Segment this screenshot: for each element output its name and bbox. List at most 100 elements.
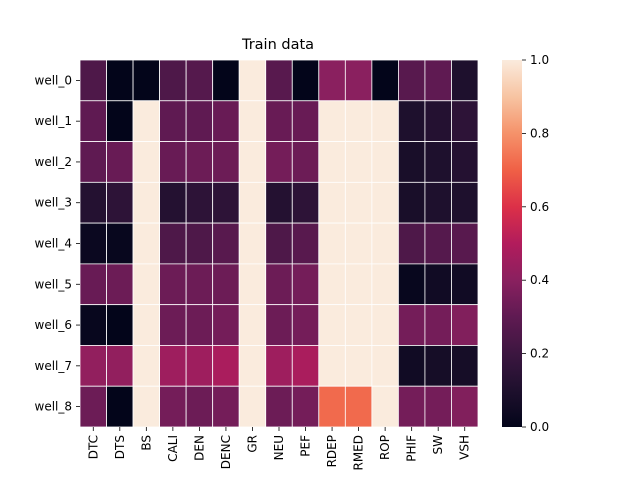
heatmap-cell — [238, 141, 267, 183]
heatmap-cell — [132, 385, 160, 428]
heatmap-cell — [79, 263, 107, 306]
heatmap-cell — [106, 345, 134, 387]
heatmap-cell — [159, 181, 187, 224]
row-label: well_5 — [35, 277, 73, 291]
heatmap-cell — [159, 59, 187, 102]
heatmap-cell — [79, 100, 107, 142]
colorbar: 0.0 0.2 0.4 0.6 0.8 1.0 — [502, 53, 549, 434]
heatmap-cell — [185, 222, 214, 265]
heatmap-cell — [424, 100, 452, 142]
row-label: well_4 — [35, 237, 73, 251]
row-labels: well_0 well_1 well_2 well_3 well_4 well_5well… — [35, 73, 80, 414]
heatmap-cell — [344, 263, 373, 306]
heatmap-cell — [238, 263, 267, 306]
heatmap-cell — [132, 345, 160, 387]
heatmap-cell — [397, 59, 426, 102]
heatmap-cell — [132, 100, 160, 142]
heatmap-cell — [212, 59, 240, 102]
heatmap-cell — [159, 100, 187, 142]
heatmap-cell — [424, 222, 452, 265]
column-labels: DTC DTS BS CALI DEN DENC GR NEU PEF RDEP RMED ROP PH… — [86, 427, 472, 471]
heatmap-cell — [451, 345, 479, 387]
heatmap-cell — [265, 181, 293, 224]
heatmap-cell — [185, 304, 214, 346]
heatmap-cell — [238, 385, 267, 428]
heatmap-cell — [79, 345, 107, 387]
column-label: RDEP — [325, 435, 339, 467]
heatmap-cell — [132, 263, 160, 306]
row-label: well_1 — [35, 114, 73, 128]
heatmap-cell — [371, 141, 399, 183]
column-label: ROP — [378, 435, 392, 460]
heatmap-cell — [132, 141, 160, 183]
heatmap-cell — [451, 141, 479, 183]
heatmap-cell — [318, 141, 346, 183]
heatmap-cell — [106, 385, 134, 428]
colorbar-tick-label: 0.2 — [530, 347, 549, 361]
heatmap-cell — [397, 181, 426, 224]
heatmap-cell — [318, 181, 346, 224]
heatmap-cell — [424, 263, 452, 306]
heatmap-cell — [238, 100, 267, 142]
row-label: well_0 — [35, 73, 73, 87]
column-label: DTS — [113, 435, 127, 459]
heatmap-cell — [451, 222, 479, 265]
heatmap-cell — [238, 59, 267, 102]
heatmap-cell — [291, 263, 320, 306]
column-label: GR — [245, 435, 259, 453]
heatmap-cell — [344, 385, 373, 428]
heatmap-cell — [132, 304, 160, 346]
heatmap-cell — [291, 222, 320, 265]
heatmap-cell — [424, 304, 452, 346]
heatmap-cell — [371, 263, 399, 306]
heatmap-cell — [265, 263, 293, 306]
heatmap-cell — [106, 263, 134, 306]
column-label: NEU — [272, 435, 286, 460]
row-label: well_2 — [35, 155, 73, 169]
heatmap-cell — [212, 181, 240, 224]
heatmap-cell — [265, 100, 293, 142]
heatmap-cell — [424, 345, 452, 387]
heatmap-cell — [159, 304, 187, 346]
heatmap-cell — [79, 304, 107, 346]
heatmap-cell — [291, 385, 320, 428]
heatmap-cell — [318, 385, 346, 428]
heatmap-cell — [424, 181, 452, 224]
heatmap-cell — [265, 222, 293, 265]
heatmap-cell — [451, 263, 479, 306]
column-label: DEN — [192, 435, 206, 461]
heatmap-cell — [397, 141, 426, 183]
heatmap-cell — [291, 59, 320, 102]
heatmap-cell — [159, 385, 187, 428]
heatmap-cell — [106, 59, 134, 102]
heatmap-cell — [344, 345, 373, 387]
colorbar-tick-label: 0.0 — [530, 420, 549, 434]
row-label: well_8 — [35, 400, 73, 414]
heatmap-cell — [344, 59, 373, 102]
heatmap-cell — [318, 100, 346, 142]
heatmap-cell — [291, 304, 320, 346]
heatmap-cell — [318, 222, 346, 265]
heatmap-cell — [238, 304, 267, 346]
heatmap-cell — [397, 304, 426, 346]
heatmap-cell — [265, 385, 293, 428]
heatmap-cell — [451, 304, 479, 346]
heatmap-cell — [371, 59, 399, 102]
heatmap-cell — [344, 304, 373, 346]
heatmap-cell — [79, 385, 107, 428]
heatmap-cell — [371, 385, 399, 428]
column-label: BS — [139, 435, 153, 451]
heatmap-cell — [106, 181, 134, 224]
heatmap-cell — [318, 59, 346, 102]
heatmap-cell — [371, 345, 399, 387]
heatmap-cell — [185, 141, 214, 183]
heatmap-cell — [106, 141, 134, 183]
heatmap-cell — [344, 181, 373, 224]
column-label: SW — [431, 435, 445, 455]
row-label: well_7 — [35, 359, 73, 373]
heatmap-cell — [371, 304, 399, 346]
heatmap-cell — [424, 141, 452, 183]
heatmap-cell — [424, 59, 452, 102]
heatmap-cell — [212, 263, 240, 306]
